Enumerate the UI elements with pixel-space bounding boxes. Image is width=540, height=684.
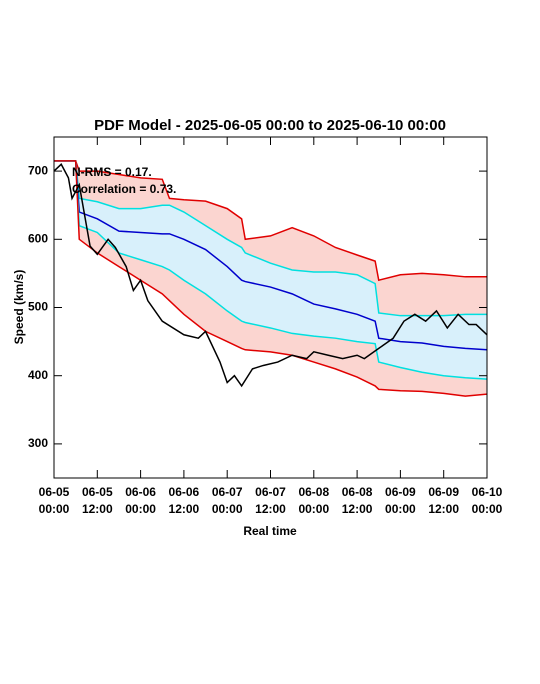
x-tick-label: 06-06 00:00 [125, 485, 156, 516]
x-tick-label: 06-09 00:00 [385, 485, 416, 516]
annotation: Correlation = 0.73. [72, 182, 176, 196]
x-tick-label: 06-05 12:00 [81, 485, 113, 516]
x-tick-label: 06-10 00:00 [471, 485, 503, 516]
series-line [54, 160, 487, 317]
chart-title: PDF Model - 2025-06-05 00:00 to 2025-06-… [94, 117, 446, 134]
series-line [54, 160, 488, 351]
y-tick-label: 400 [28, 368, 48, 382]
x-tick-label: 06-08 00:00 [298, 485, 330, 516]
band-fill [54, 160, 487, 380]
x-tick-label: 06-09 12:00 [428, 485, 460, 516]
x-tick-label: 06-07 00:00 [211, 485, 243, 516]
x-axis-label: Real time [243, 524, 297, 538]
annotation: N-RMS = 0.17. [72, 165, 152, 179]
y-tick-label: 700 [28, 163, 48, 177]
series-line [54, 160, 488, 397]
x-tick-label: 06-07 12:00 [255, 485, 286, 516]
x-tick-label: 06-06 12:00 [168, 485, 200, 516]
series-line [53, 163, 488, 388]
y-tick-label: 500 [28, 300, 48, 314]
series-line [54, 160, 487, 282]
y-tick-label: 300 [28, 436, 48, 450]
x-tick-label: 06-08 12:00 [341, 485, 373, 516]
y-axis-label: Speed (km/s) [12, 270, 26, 345]
y-tick-label: 600 [28, 231, 48, 245]
x-tick-label: 06-05 00:00 [38, 485, 70, 516]
